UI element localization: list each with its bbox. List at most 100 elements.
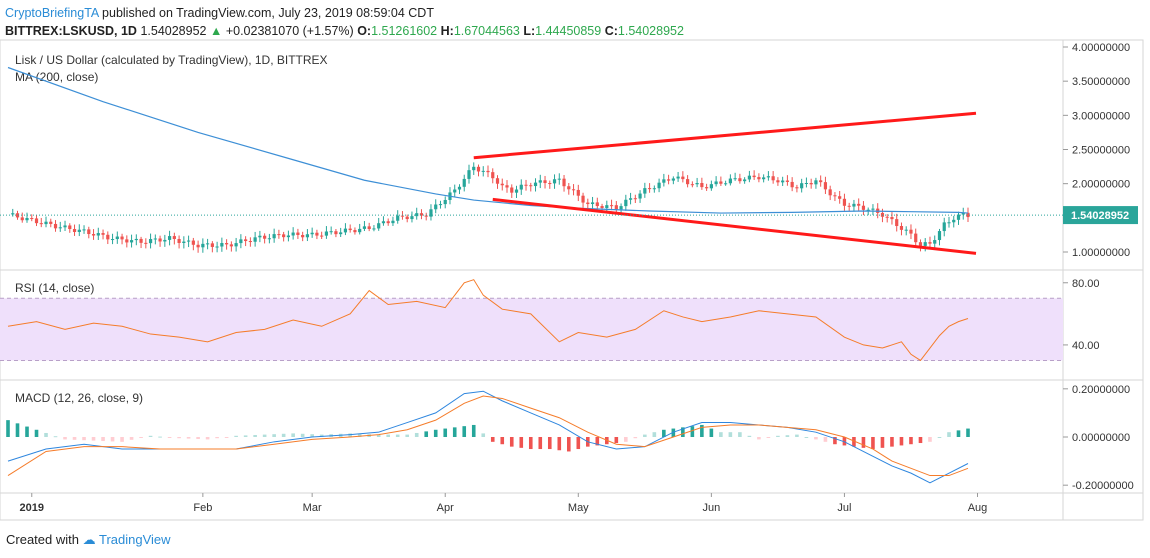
macd-histogram-bar [547, 437, 552, 450]
candle-body [486, 170, 490, 173]
candle-body [609, 205, 614, 207]
candle-body [163, 239, 167, 242]
signal-line [7, 395, 969, 477]
candle-body [291, 232, 295, 236]
candle-body [11, 213, 15, 215]
candle-body [771, 176, 775, 181]
candle-body [895, 219, 899, 227]
candle-body [842, 198, 847, 206]
candle-body [738, 178, 742, 182]
macd-histogram-bar [576, 437, 581, 450]
macd-histogram-bar [243, 435, 248, 437]
candle-body [491, 172, 495, 179]
candle-body [942, 222, 946, 232]
candle-body [714, 181, 718, 185]
candle-body [220, 243, 224, 247]
candle-body [139, 238, 143, 243]
candle-body [405, 216, 409, 220]
candle-body [367, 226, 371, 230]
candle-body [857, 203, 861, 206]
macd-histogram-bar [776, 435, 780, 437]
macd-histogram-bar [101, 437, 105, 442]
candle-body [15, 213, 20, 218]
candle-body [20, 217, 24, 221]
candle-body [334, 231, 338, 235]
candle-body [296, 232, 300, 235]
candle-body [225, 243, 229, 245]
macd-histogram-bar [909, 437, 913, 445]
candle-body [424, 215, 428, 217]
candle-body [101, 233, 105, 235]
macd-histogram-bar [643, 434, 647, 437]
time-tick-label: Mar [303, 502, 322, 514]
candle-body [339, 232, 343, 235]
header: CryptoBriefingTA published on TradingVie… [5, 4, 684, 40]
tradingview-brand[interactable]: TradingView [99, 532, 171, 547]
candle-body [419, 213, 424, 216]
candle-body [781, 180, 785, 183]
candle-body [529, 185, 533, 187]
candle-body [828, 189, 832, 196]
macd-histogram-bar [766, 437, 771, 438]
tradingview-logo-icon[interactable]: ☁ [82, 532, 96, 547]
macd-histogram-bar [823, 437, 828, 442]
rsi-tick-label: 80.00 [1072, 278, 1100, 290]
macd-histogram-bar [595, 437, 600, 446]
candle-body [96, 233, 100, 236]
candle-body [600, 206, 604, 209]
candle-body [804, 182, 809, 184]
candle-body [538, 180, 542, 183]
candle-body [590, 202, 595, 205]
candle-body [638, 193, 642, 199]
low-value: 1.44450859 [535, 24, 602, 38]
candle-body [63, 225, 67, 228]
candle-body [885, 216, 889, 218]
candle-body [134, 238, 138, 241]
candle-body [472, 166, 476, 171]
time-tick-label: May [568, 502, 589, 514]
candle-body [700, 182, 704, 188]
candle-body [795, 187, 799, 189]
macd-histogram-bar [186, 437, 191, 439]
macd-histogram-bar [833, 437, 837, 445]
candle-body [823, 182, 828, 190]
candle-body [785, 180, 790, 182]
macd-histogram-bar [44, 432, 48, 437]
candle-body [158, 238, 162, 242]
candle-body [234, 243, 238, 247]
candle-body [747, 175, 751, 180]
ma-label: MA (200, close) [15, 70, 98, 84]
high-value: 1.67044563 [453, 24, 520, 38]
candle-body [196, 244, 200, 248]
candle-body [58, 227, 62, 229]
author-link[interactable]: CryptoBriefingTA [5, 6, 99, 20]
candle-body [833, 195, 837, 197]
macd-histogram-bar [414, 432, 419, 437]
candle-body [120, 236, 124, 240]
open-label: O: [357, 24, 372, 38]
candle-body [272, 234, 276, 239]
candle-body [258, 235, 262, 238]
macd-histogram-bar [196, 437, 200, 440]
candle-body [666, 179, 671, 181]
macd-histogram-bar [557, 437, 562, 451]
candle-body [443, 199, 447, 205]
candle-body [244, 239, 248, 242]
macd-histogram-bar [681, 427, 685, 437]
macd-histogram-bar [538, 437, 543, 450]
candle-body [757, 177, 761, 180]
time-tick-label: 2019 [20, 502, 44, 514]
macd-histogram-bar [490, 437, 495, 442]
macd-histogram-bar [215, 437, 219, 439]
candle-body [899, 226, 904, 230]
last-price-tag-text: 1.54028952 [1071, 210, 1129, 222]
macd-histogram-bar [53, 436, 58, 438]
candle-body [552, 179, 557, 184]
candle-body [343, 228, 348, 233]
candle-body [377, 223, 381, 229]
macd-histogram-bar [148, 435, 153, 437]
candle-body [34, 218, 39, 224]
candle-body [215, 246, 219, 248]
macd-histogram-bar [842, 437, 847, 446]
candle-body [790, 181, 794, 188]
